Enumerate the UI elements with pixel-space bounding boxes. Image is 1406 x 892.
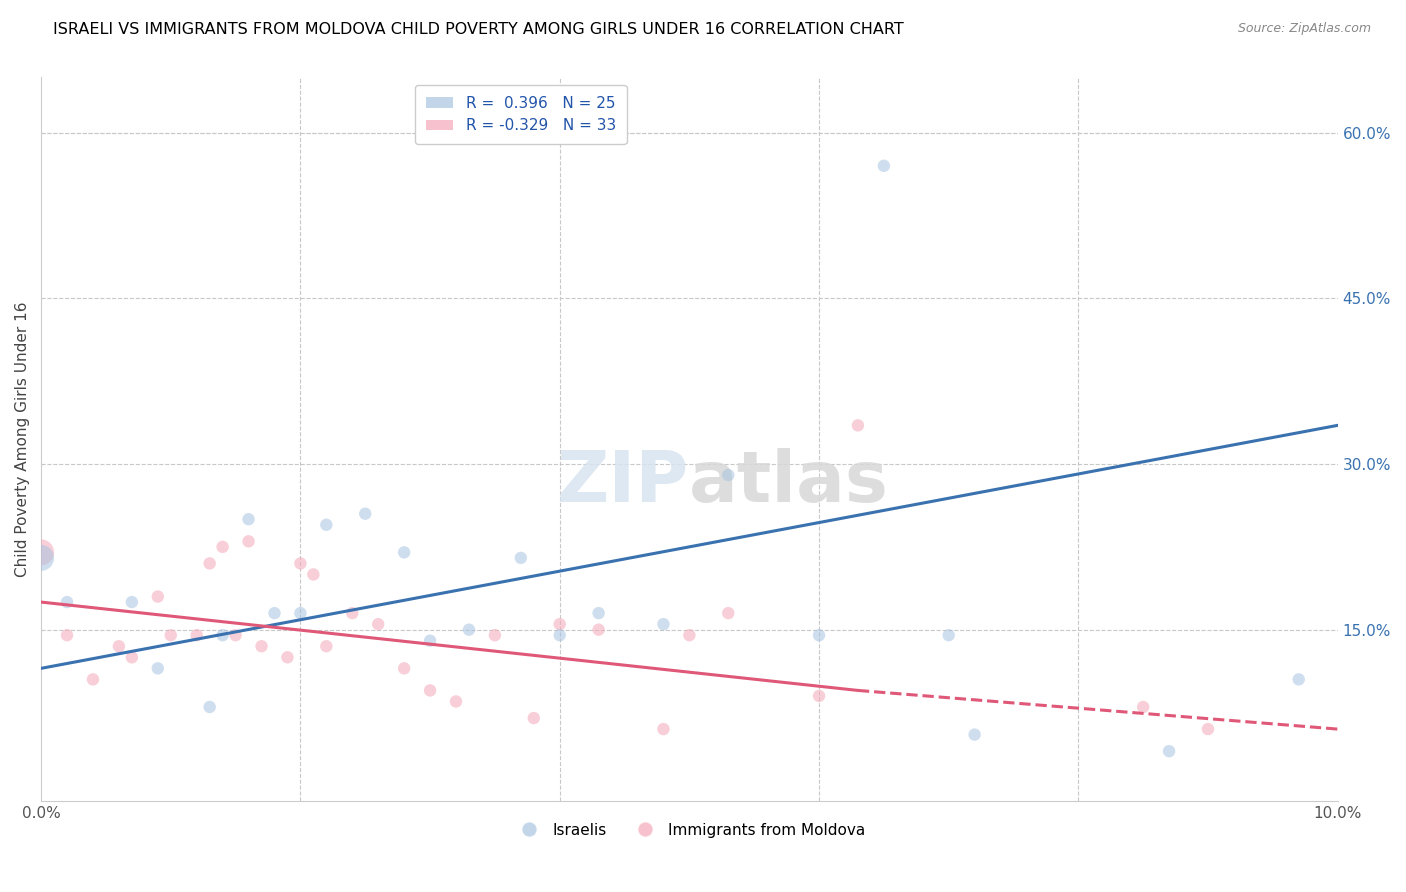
Point [938, 628, 960, 642]
Point [315, 517, 337, 532]
Point [717, 606, 740, 620]
Point [146, 590, 169, 604]
Point [652, 617, 675, 632]
Legend: Israelis, Immigrants from Moldova: Israelis, Immigrants from Moldova [508, 817, 870, 844]
Point [963, 728, 986, 742]
Y-axis label: Child Poverty Among Girls Under 16: Child Poverty Among Girls Under 16 [15, 301, 30, 577]
Point [548, 628, 571, 642]
Point [302, 567, 325, 582]
Point [523, 711, 546, 725]
Point [82, 673, 104, 687]
Point [198, 700, 221, 714]
Point [108, 639, 131, 653]
Point [588, 606, 610, 620]
Point [56, 595, 79, 609]
Point [290, 557, 312, 571]
Point [250, 639, 273, 653]
Point [211, 628, 233, 642]
Text: ZIP: ZIP [557, 448, 689, 517]
Point [186, 628, 208, 642]
Point [30, 545, 52, 559]
Point [1159, 744, 1181, 758]
Point [290, 606, 312, 620]
Point [678, 628, 700, 642]
Point [1288, 673, 1310, 687]
Point [873, 159, 896, 173]
Point [808, 689, 831, 703]
Point [198, 557, 221, 571]
Point [367, 617, 389, 632]
Point [315, 639, 337, 653]
Point [56, 628, 79, 642]
Point [846, 418, 869, 433]
Point [342, 606, 364, 620]
Point [808, 628, 831, 642]
Point [30, 550, 52, 565]
Text: atlas: atlas [689, 448, 889, 517]
Point [717, 468, 740, 483]
Point [225, 628, 247, 642]
Point [121, 595, 143, 609]
Point [263, 606, 285, 620]
Point [458, 623, 481, 637]
Text: Source: ZipAtlas.com: Source: ZipAtlas.com [1237, 22, 1371, 36]
Point [652, 722, 675, 736]
Point [211, 540, 233, 554]
Point [146, 661, 169, 675]
Point [238, 512, 260, 526]
Point [444, 694, 467, 708]
Point [121, 650, 143, 665]
Point [484, 628, 506, 642]
Point [548, 617, 571, 632]
Point [419, 683, 441, 698]
Point [509, 550, 531, 565]
Text: ISRAELI VS IMMIGRANTS FROM MOLDOVA CHILD POVERTY AMONG GIRLS UNDER 16 CORRELATIO: ISRAELI VS IMMIGRANTS FROM MOLDOVA CHILD… [53, 22, 904, 37]
Point [1132, 700, 1154, 714]
Point [419, 633, 441, 648]
Point [238, 534, 260, 549]
Point [588, 623, 610, 637]
Point [276, 650, 298, 665]
Point [354, 507, 377, 521]
Point [392, 661, 415, 675]
Point [392, 545, 415, 559]
Point [1197, 722, 1219, 736]
Point [159, 628, 181, 642]
